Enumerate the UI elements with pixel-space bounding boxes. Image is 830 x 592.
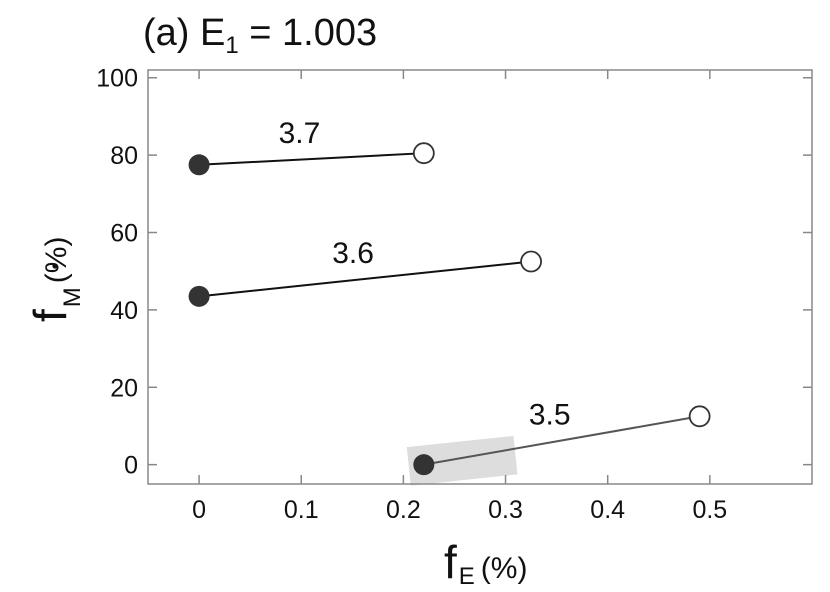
x-tick-label: 0.5 — [692, 496, 727, 524]
series-start-marker — [413, 454, 435, 476]
chart-title: (a) E1 = 1.003 — [143, 12, 377, 59]
series-end-marker — [520, 250, 542, 273]
y-axis-label-main: f — [24, 309, 76, 322]
x-tick-label: 0.1 — [284, 496, 319, 524]
y-tick-label: 40 — [110, 297, 138, 325]
plot-area: 0 20 40 60 80 100 0 0.1 0.2 0.3 0.4 0.5 3.7 3.6 3.5 — [96, 65, 813, 524]
svg-text:fM(%): fM (%) — [24, 237, 86, 322]
y-tick-label: 100 — [96, 65, 138, 93]
y-axis-label-dot — [52, 263, 58, 269]
y-axis-label-unit: (%) — [40, 237, 73, 284]
series-end-marker — [412, 142, 435, 165]
series-line — [198, 260, 532, 298]
y-tick-label: 80 — [110, 142, 138, 170]
series-line — [199, 152, 424, 166]
plot-frame — [147, 69, 813, 485]
series-start-marker — [188, 285, 210, 307]
series-label: 3.7 — [279, 117, 321, 150]
series-end-marker — [688, 405, 711, 428]
chart-title-prefix: (a) E — [143, 12, 225, 54]
series-label: 3.5 — [529, 398, 571, 431]
chart-title-subscript: 1 — [225, 32, 238, 59]
highlight-band — [406, 435, 518, 486]
series-start-marker — [188, 154, 210, 176]
x-axis-label-main: f — [444, 536, 457, 588]
y-axis-label: fM (%) — [24, 237, 86, 322]
x-tick-label: 0 — [192, 496, 206, 524]
y-tick-label: 20 — [110, 374, 138, 402]
x-tick-label: 0.2 — [386, 496, 421, 524]
y-axis-label-sub: M — [59, 287, 86, 307]
x-tick-label: 0.4 — [590, 496, 625, 524]
series-line — [423, 415, 700, 466]
x-axis-label-unit: (%) — [481, 552, 528, 585]
y-tick-label: 0 — [124, 452, 138, 480]
series-label: 3.6 — [332, 237, 374, 270]
x-tick-label: 0.3 — [488, 496, 523, 524]
y-tick-label: 60 — [110, 220, 138, 248]
x-axis-label: fE (%) — [444, 536, 527, 590]
x-axis-label-sub: E — [459, 563, 475, 590]
chart-title-suffix: = 1.003 — [239, 12, 377, 54]
